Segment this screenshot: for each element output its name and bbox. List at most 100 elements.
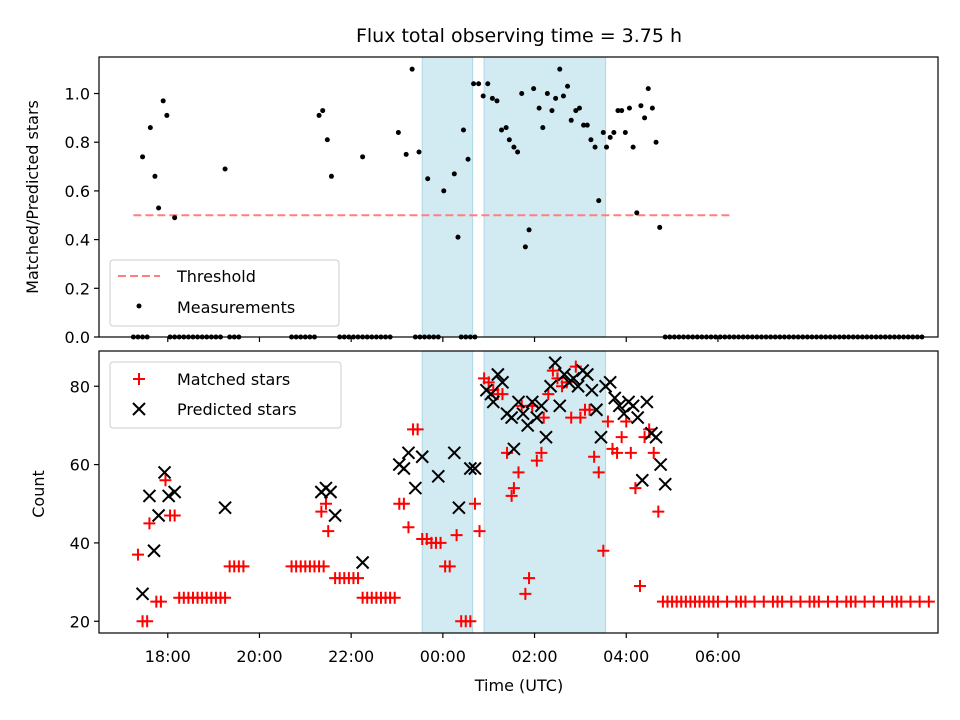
- bottom-xtick-label-5: 04:00: [603, 647, 649, 666]
- bottom-series-0-point-48: [388, 591, 401, 604]
- bottom-series-1-point-53: [612, 399, 627, 413]
- top-series-0-point-59: [619, 108, 625, 114]
- bottom-legend-matched-swatch: [133, 373, 145, 385]
- top-series-0-point-22: [465, 156, 471, 162]
- bottom-series-0-point-32: [315, 505, 328, 518]
- top-series-0-point-61: [626, 105, 632, 111]
- top-series-0-point-37: [531, 86, 537, 92]
- top-series-0-point-49: [581, 122, 587, 128]
- top-series-0-point-47: [573, 108, 579, 114]
- bottom-highlight-span-1: [483, 350, 607, 634]
- top-series-0-point-55: [604, 144, 610, 150]
- top-series-0-point-36: [526, 227, 532, 233]
- bottom-series-1-point-59: [640, 395, 654, 409]
- bottom-series-1-point-35: [530, 410, 544, 425]
- bottom-series-0-point-6: [159, 474, 172, 487]
- bottom-series-1-point-62: [653, 457, 668, 472]
- bottom-series-1-point-40: [553, 399, 567, 413]
- top-series-0-point-4: [160, 98, 166, 104]
- top-series-0-point-60: [622, 129, 628, 135]
- bottom-series-0-point-65: [468, 497, 481, 510]
- bottom-series-1-point-58: [635, 473, 649, 487]
- bottom-series-1-point-51: [603, 375, 617, 390]
- top-series-0-point-26: [485, 81, 491, 87]
- top-series-0-point-39: [540, 125, 546, 131]
- top-series-0-point-23: [471, 81, 477, 87]
- top-series-0-point-17: [425, 176, 431, 182]
- top-ytick-label-3: 0.6: [65, 182, 90, 201]
- top-legend-measurements-swatch: [136, 303, 142, 309]
- top-series-0-point-46: [568, 117, 574, 123]
- top-series-0-point-21: [460, 127, 466, 133]
- bottom-series-1-point-4: [157, 465, 172, 480]
- bottom-series-1-point-2: [147, 544, 161, 558]
- bottom-series-0: [131, 360, 935, 628]
- bottom-axes-frame: [98, 350, 939, 634]
- top-series-0-point-7: [222, 166, 228, 172]
- top-ytick-label-0: 0.0: [65, 328, 90, 347]
- bottom-series-0-point-102: [629, 482, 642, 495]
- top-series-0-point-25: [480, 93, 486, 99]
- bottom-series-1-point-7: [218, 500, 232, 515]
- top-y-axis-label: Matched/Predicted stars: [23, 100, 42, 294]
- bottom-series-1-point-46: [580, 367, 594, 382]
- bottom-series-1-point-37: [539, 430, 553, 444]
- bottom-ytick-label-1: 40: [70, 534, 90, 553]
- top-series-0-point-40: [544, 91, 550, 97]
- chart-title: Flux total observing time = 3.75 h: [356, 25, 682, 47]
- bottom-series-1-point-21: [463, 461, 478, 476]
- bottom-highlight-span-0: [421, 350, 474, 634]
- top-legend: Threshold Measurements: [109, 259, 340, 327]
- bottom-series-0-point-50: [397, 497, 410, 510]
- top-legend-box: [109, 259, 340, 327]
- top-series-0-point-27: [489, 95, 495, 101]
- x-axis-label: Time (UTC): [474, 676, 563, 695]
- bottom-legend-predicted-label: Predicted stars: [177, 400, 297, 419]
- bottom-series-1-point-1: [142, 489, 157, 503]
- top-series-0-point-6: [172, 215, 178, 221]
- top-series-0-point-34: [519, 91, 525, 97]
- bottom-series-1-point-16: [408, 481, 423, 495]
- top-highlight-span-1: [483, 56, 607, 338]
- bottom-series-0-point-8: [168, 509, 181, 522]
- bottom-series-1-point-57: [630, 410, 645, 425]
- bottom-xtick-label-1: 20:00: [236, 647, 282, 666]
- bottom-series-1-point-41: [557, 367, 572, 382]
- bottom-series-1-point-19: [447, 446, 462, 460]
- bottom-series-1-point-25: [486, 395, 500, 409]
- top-series-0-point-10: [324, 137, 330, 143]
- top-series-0-point-58: [615, 108, 621, 114]
- top-series-0-point-20: [455, 234, 461, 240]
- bottom-series-0-point-84: [546, 364, 559, 377]
- top-series-0-point-63: [634, 210, 640, 216]
- top-series-0-point-2: [152, 173, 158, 179]
- bottom-series-1-point-6: [167, 485, 182, 499]
- bottom-xtick-label-6: 06:00: [695, 647, 741, 666]
- bottom-series-0-point-64: [464, 615, 477, 628]
- bottom-series-0-point-5: [154, 595, 167, 608]
- bottom-panel: 20 40 60 80 18:00 20:00 22:00 00:00 02:00 04:00 06…: [70, 350, 939, 666]
- bottom-series-1-point-56: [626, 399, 640, 413]
- bottom-xtick-label-3: 00:00: [420, 647, 466, 666]
- top-series-0-point-1: [147, 125, 153, 131]
- bottom-series-0-point-106: [647, 446, 660, 459]
- bottom-series-1-point-36: [534, 399, 549, 413]
- top-series-0-point-62: [630, 144, 636, 150]
- bottom-series-1-point-11: [328, 508, 342, 523]
- bottom-series-1-point-48: [589, 403, 604, 417]
- top-series-0-point-56: [607, 134, 613, 140]
- bottom-series-0-point-81: [535, 446, 548, 459]
- bottom-series-1-point-22: [468, 461, 482, 476]
- bottom-series-0-point-99: [615, 431, 628, 444]
- top-series-0-point-3: [156, 205, 162, 211]
- top-series-0-point-44: [560, 93, 566, 99]
- top-legend-threshold-label: Threshold: [176, 267, 256, 286]
- top-ytick-label-1: 0.2: [65, 279, 90, 298]
- bottom-series-1-point-47: [585, 383, 599, 397]
- bottom-series-0-point-77: [519, 587, 532, 600]
- bottom-series-0-point-58: [434, 536, 447, 549]
- top-series-0-point-31: [506, 137, 512, 143]
- top-series-0-point-13: [395, 129, 401, 135]
- top-series-0-point-30: [503, 125, 509, 131]
